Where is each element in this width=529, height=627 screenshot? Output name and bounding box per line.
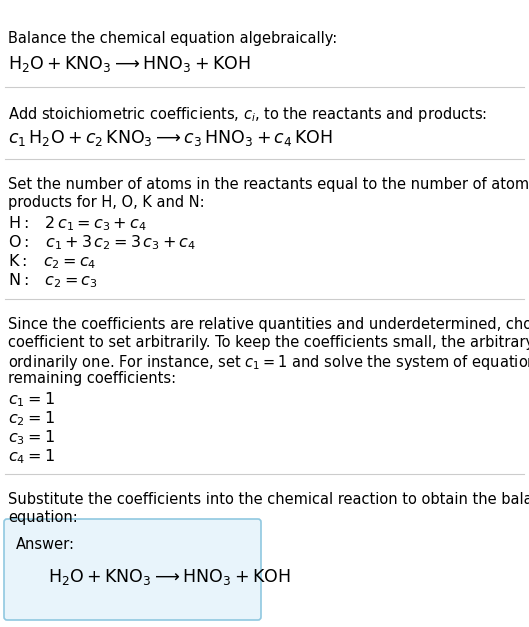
Text: $c_1 = 1$: $c_1 = 1$ xyxy=(8,390,55,409)
Text: ordinarily one. For instance, set $c_1 = 1$ and solve the system of equations fo: ordinarily one. For instance, set $c_1 =… xyxy=(8,353,529,372)
FancyBboxPatch shape xyxy=(4,519,261,620)
Text: $\mathrm{H_2O + KNO_3 \longrightarrow HNO_3 + KOH}$: $\mathrm{H_2O + KNO_3 \longrightarrow HN… xyxy=(48,567,290,587)
Text: $\mathrm{O:}\;\;\; c_1 + 3\,c_2 = 3\,c_3 + c_4$: $\mathrm{O:}\;\;\; c_1 + 3\,c_2 = 3\,c_3… xyxy=(8,233,196,251)
Text: $c_3 = 1$: $c_3 = 1$ xyxy=(8,428,55,446)
Text: $\mathrm{H:}\;\;\; 2\,c_1 = c_3 + c_4$: $\mathrm{H:}\;\;\; 2\,c_1 = c_3 + c_4$ xyxy=(8,214,147,233)
Text: $c_4 = 1$: $c_4 = 1$ xyxy=(8,447,55,466)
Text: $\mathrm{K:}\;\;\; c_2 = c_4$: $\mathrm{K:}\;\;\; c_2 = c_4$ xyxy=(8,252,96,271)
Text: Add stoichiometric coefficients, $c_i$, to the reactants and products:: Add stoichiometric coefficients, $c_i$, … xyxy=(8,105,487,124)
Text: $\mathrm{H_2O + KNO_3 \longrightarrow HNO_3 + KOH}$: $\mathrm{H_2O + KNO_3 \longrightarrow HN… xyxy=(8,54,251,74)
Text: equation:: equation: xyxy=(8,510,78,525)
Text: Set the number of atoms in the reactants equal to the number of atoms in the: Set the number of atoms in the reactants… xyxy=(8,177,529,192)
Text: $c_2 = 1$: $c_2 = 1$ xyxy=(8,409,55,428)
Text: products for H, O, K and N:: products for H, O, K and N: xyxy=(8,195,205,210)
Text: remaining coefficients:: remaining coefficients: xyxy=(8,371,176,386)
Text: Answer:: Answer: xyxy=(16,537,75,552)
Text: Substitute the coefficients into the chemical reaction to obtain the balanced: Substitute the coefficients into the che… xyxy=(8,492,529,507)
Text: $c_1\,\mathrm{H_2O} + c_2\,\mathrm{KNO_3} \longrightarrow c_3\,\mathrm{HNO_3} + : $c_1\,\mathrm{H_2O} + c_2\,\mathrm{KNO_3… xyxy=(8,128,333,148)
Text: Balance the chemical equation algebraically:: Balance the chemical equation algebraica… xyxy=(8,31,338,46)
Text: $\mathrm{N:}\;\;\; c_2 = c_3$: $\mathrm{N:}\;\;\; c_2 = c_3$ xyxy=(8,271,97,290)
Text: coefficient to set arbitrarily. To keep the coefficients small, the arbitrary va: coefficient to set arbitrarily. To keep … xyxy=(8,335,529,350)
Text: Since the coefficients are relative quantities and underdetermined, choose a: Since the coefficients are relative quan… xyxy=(8,317,529,332)
